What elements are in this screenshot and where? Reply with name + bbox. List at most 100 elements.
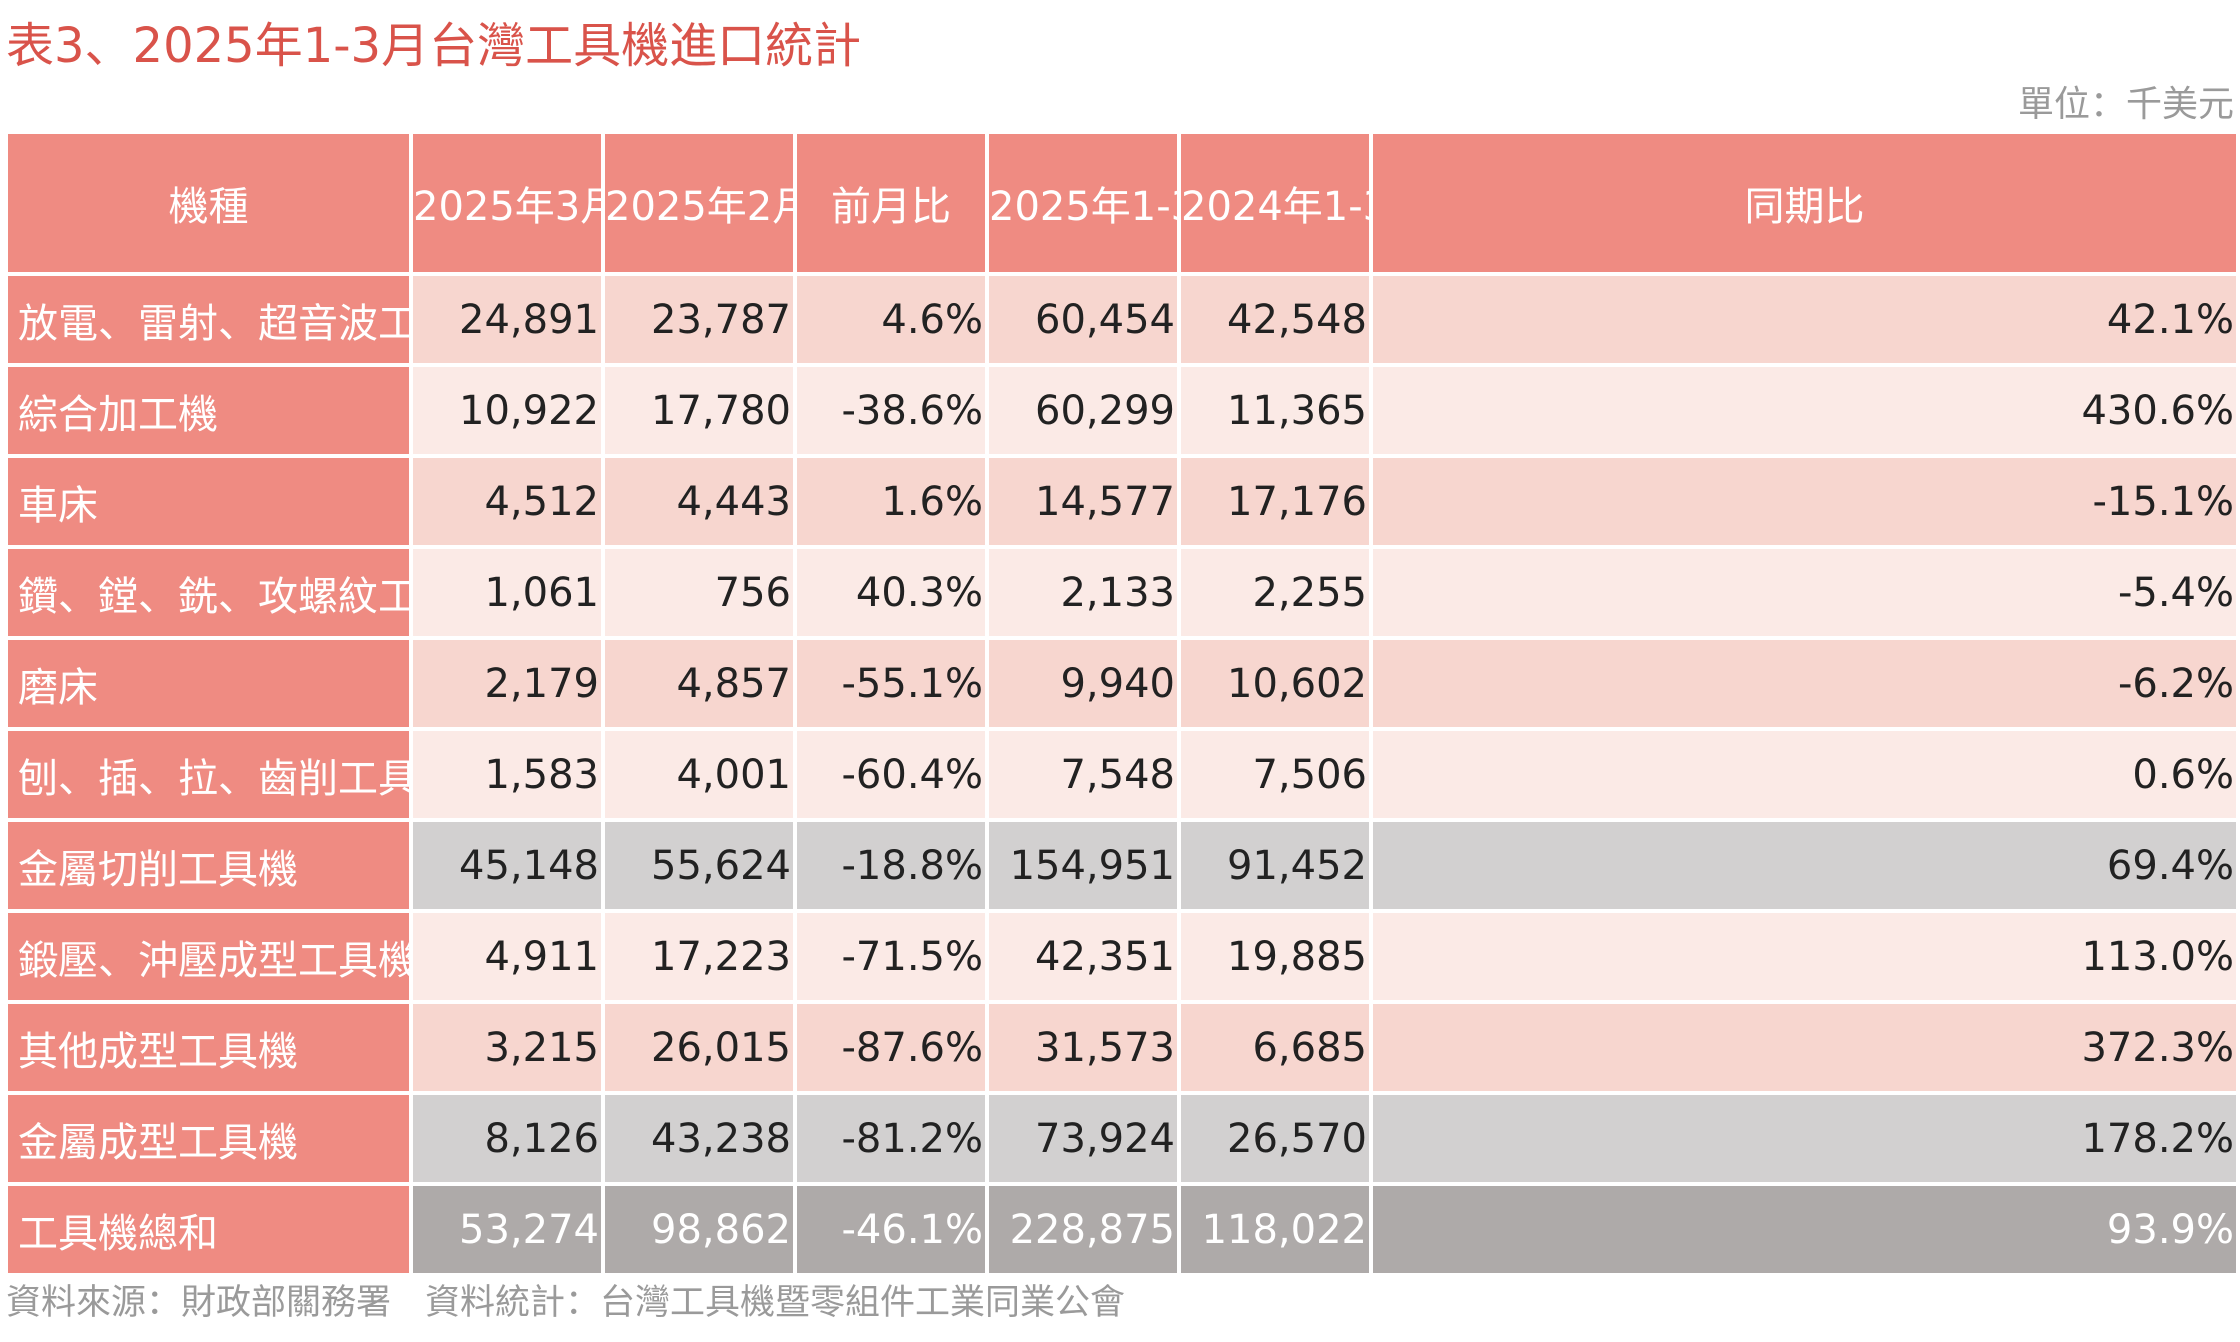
cell-2024-q1: 11,365: [1177, 363, 1373, 458]
cell-yoy-change: 0.6%: [1369, 727, 2240, 822]
cell-2025-mar: 45,148: [409, 818, 605, 913]
source-note: 資料來源：財政部關務署 資料統計：台灣工具機暨零組件工業同業公會: [6, 1276, 1125, 1330]
machine-type-cell: 金屬切削工具機: [4, 818, 413, 913]
cell-yoy-change: 93.9%: [1369, 1182, 2240, 1277]
cell-2025-mar: 2,179: [409, 636, 605, 731]
machine-type-cell: 其他成型工具機: [4, 1000, 413, 1095]
cell-2024-q1: 118,022: [1177, 1182, 1373, 1277]
column-header-mom-change: 前月比: [793, 130, 989, 276]
column-header-machine-type: 機種: [4, 130, 413, 276]
cell-2025-q1: 60,299: [985, 363, 1181, 458]
table-row: 車床 4,512 4,443 1.6% 14,577 17,176 -15.1%: [4, 454, 2240, 549]
machine-type-cell: 磨床: [4, 636, 413, 731]
cell-mom-change: -46.1%: [793, 1182, 989, 1277]
cell-2025-q1: 31,573: [985, 1000, 1181, 1095]
cell-2024-q1: 10,602: [1177, 636, 1373, 731]
machine-type-cell: 工具機總和: [4, 1182, 413, 1277]
cell-2025-mar: 1,061: [409, 545, 605, 640]
cell-yoy-change: -6.2%: [1369, 636, 2240, 731]
machine-type-cell: 放電、雷射、超音波工具機: [4, 272, 413, 367]
cell-mom-change: 1.6%: [793, 454, 989, 549]
cell-2025-feb: 4,443: [601, 454, 797, 549]
cell-yoy-change: 113.0%: [1369, 909, 2240, 1004]
cell-2025-feb: 17,780: [601, 363, 797, 458]
cell-2025-mar: 1,583: [409, 727, 605, 822]
cell-2025-feb: 43,238: [601, 1091, 797, 1186]
cell-2024-q1: 7,506: [1177, 727, 1373, 822]
cell-mom-change: -60.4%: [793, 727, 989, 822]
cell-2025-q1: 42,351: [985, 909, 1181, 1004]
table-row: 放電、雷射、超音波工具機24,89123,7874.6%60,45442,548…: [4, 272, 2240, 367]
cell-2025-mar: 24,891: [409, 272, 605, 367]
cell-2025-q1: 2,133: [985, 545, 1181, 640]
machine-type-cell: 綜合加工機: [4, 363, 413, 458]
cell-2025-q1: 73,924: [985, 1091, 1181, 1186]
cell-2024-q1: 6,685: [1177, 1000, 1373, 1095]
cell-2024-q1: 26,570: [1177, 1091, 1373, 1186]
cell-2025-mar: 10,922: [409, 363, 605, 458]
cell-yoy-change: -5.4%: [1369, 545, 2240, 640]
cell-mom-change: 40.3%: [793, 545, 989, 640]
cell-2025-mar: 53,274: [409, 1182, 605, 1277]
table-row: 鍛壓、沖壓成型工具機 4,911 17,223 -71.5% 42,351 19,885 1…: [4, 909, 2240, 1004]
cell-2025-feb: 4,001: [601, 727, 797, 822]
table-row: 磨床 2,179 4,857 -55.1% 9,940 10,602 -6.2%: [4, 636, 2240, 731]
total-row: 工具機總和 53,274 98,862 -46.1% 228,875 118,022 93.…: [4, 1182, 2240, 1277]
cell-2025-mar: 4,911: [409, 909, 605, 1004]
unit-label: 單位：千美元: [2017, 84, 2234, 125]
cell-2025-q1: 154,951: [985, 818, 1181, 913]
cell-2025-feb: 17,223: [601, 909, 797, 1004]
cell-2025-q1: 228,875: [985, 1182, 1181, 1277]
cell-2025-feb: 55,624: [601, 818, 797, 913]
cell-mom-change: -81.2%: [793, 1091, 989, 1186]
table-title: 表3、2025年1-3月台灣工具機進口統計: [6, 18, 862, 74]
machine-type-cell: 車床: [4, 454, 413, 549]
cell-2024-q1: 17,176: [1177, 454, 1373, 549]
cell-2025-q1: 9,940: [985, 636, 1181, 731]
cell-yoy-change: 69.4%: [1369, 818, 2240, 913]
cell-2024-q1: 19,885: [1177, 909, 1373, 1004]
data-statistics: 資料統計：台灣工具機暨零組件工業同業公會: [425, 1283, 1126, 1323]
machine-type-cell: 金屬成型工具機: [4, 1091, 413, 1186]
cell-yoy-change: 42.1%: [1369, 272, 2240, 367]
cell-mom-change: -38.6%: [793, 363, 989, 458]
data-source: 資料來源：財政部關務署: [6, 1283, 392, 1323]
cell-2025-q1: 14,577: [985, 454, 1181, 549]
table-row: 綜合加工機 10,922 17,780 -38.6% 60,299 11,365 430.6…: [4, 363, 2240, 458]
cell-2025-q1: 60,454: [985, 272, 1181, 367]
cell-yoy-change: 372.3%: [1369, 1000, 2240, 1095]
cell-2024-q1: 91,452: [1177, 818, 1373, 913]
column-header-2025-feb: 2025年2月: [601, 130, 797, 276]
cell-2025-feb: 4,857: [601, 636, 797, 731]
table-row: 其他成型工具機 3,215 26,015 -87.6% 31,573 6,685 372.3…: [4, 1000, 2240, 1095]
cell-2024-q1: 42,548: [1177, 272, 1373, 367]
cell-mom-change: 4.6%: [793, 272, 989, 367]
cell-2025-q1: 7,548: [985, 727, 1181, 822]
cell-2025-feb: 23,787: [601, 272, 797, 367]
cell-2025-mar: 4,512: [409, 454, 605, 549]
cell-mom-change: -18.8%: [793, 818, 989, 913]
machine-type-cell: 鍛壓、沖壓成型工具機: [4, 909, 413, 1004]
column-header-yoy-change: 同期比: [1369, 130, 2240, 276]
machine-type-cell: 刨、插、拉、齒削工具機: [4, 727, 413, 822]
cell-2025-feb: 756: [601, 545, 797, 640]
cell-2025-feb: 26,015: [601, 1000, 797, 1095]
machine-type-cell: 鑽、鏜、銑、攻螺紋工具機: [4, 545, 413, 640]
cell-yoy-change: 430.6%: [1369, 363, 2240, 458]
column-header-2025-q1: 2025年1-3月: [985, 130, 1181, 276]
subtotal-row: 金屬切削工具機 45,148 55,624 -18.8% 154,951 91,452 69…: [4, 818, 2240, 913]
import-statistics-table: 機種 2025年3月 2025年2月 前月比 2025年1-3月 2024年1-…: [4, 130, 2240, 1277]
header-row: 機種 2025年3月 2025年2月 前月比 2025年1-3月 2024年1-…: [4, 130, 2240, 276]
column-header-2024-q1: 2024年1-3月: [1177, 130, 1373, 276]
cell-yoy-change: 178.2%: [1369, 1091, 2240, 1186]
cell-2025-mar: 3,215: [409, 1000, 605, 1095]
cell-2025-feb: 98,862: [601, 1182, 797, 1277]
cell-mom-change: -71.5%: [793, 909, 989, 1004]
cell-yoy-change: -15.1%: [1369, 454, 2240, 549]
cell-2025-mar: 8,126: [409, 1091, 605, 1186]
cell-mom-change: -87.6%: [793, 1000, 989, 1095]
cell-2024-q1: 2,255: [1177, 545, 1373, 640]
column-header-2025-mar: 2025年3月: [409, 130, 605, 276]
table-row: 刨、插、拉、齒削工具機1,5834,001-60.4%7,5487,5060.6…: [4, 727, 2240, 822]
